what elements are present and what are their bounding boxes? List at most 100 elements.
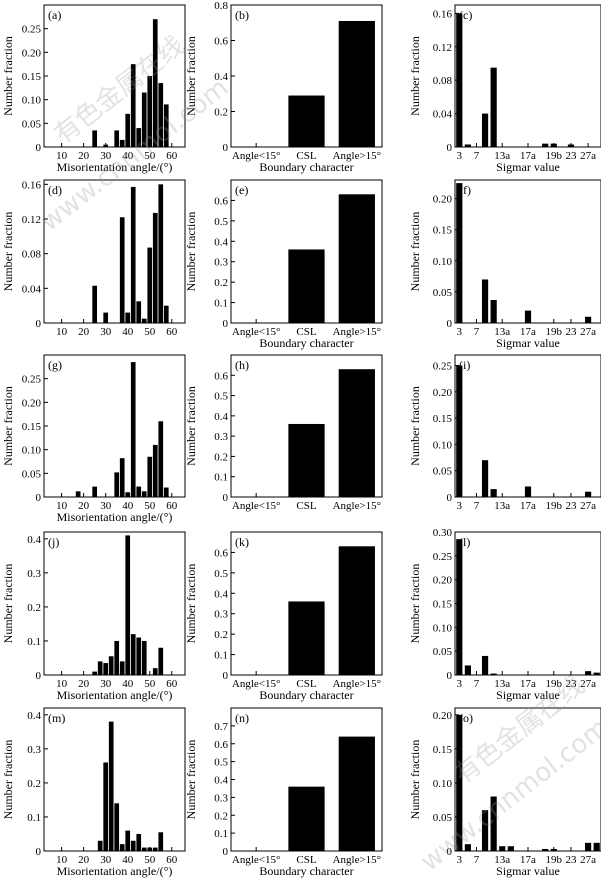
bar [114,472,120,497]
y-tick-label: 0.10 [433,778,453,790]
bar [338,20,375,148]
panel-label: (l) [459,535,470,549]
bar [158,832,164,851]
y-tick-label: 0.20 [22,397,42,409]
panel-label: (g) [48,358,62,372]
bar [456,714,463,851]
bar [456,539,463,675]
bar [141,640,147,675]
x-tick-label: 23 [565,854,577,866]
bar [288,95,325,147]
bar [92,285,98,323]
bar [141,318,147,323]
y-axis-label: Number fraction [184,212,198,292]
bar [136,833,142,851]
x-tick-label: CSL [296,854,316,866]
panel-label: (o) [459,711,473,725]
y-tick-label: 0 [36,846,42,858]
x-tick-label: 19b [546,150,563,162]
x-tick-label: 50 [144,678,156,690]
x-tick-label: 40 [122,326,134,338]
y-tick-label: 0.3 [214,431,228,443]
bar [490,67,497,147]
x-tick-label: 27a [580,500,596,512]
x-tick-label: 13a [494,678,510,690]
x-tick-label: 23 [565,678,577,690]
y-tick-label: 0.2 [214,107,228,119]
bar [130,634,136,675]
x-tick-label: 20 [78,326,90,338]
bar [108,656,114,675]
x-tick-label: Angle<15° [232,150,281,162]
y-tick-label: 0.20 [433,575,453,587]
y-axis-label: Number fraction [408,36,422,116]
x-tick-label: 27a [580,678,596,690]
bar [481,279,489,323]
panel-label: (j) [48,535,59,549]
panel-l [454,531,601,676]
x-tick-label: 20 [78,500,90,512]
y-tick-label: 0.05 [433,287,453,299]
y-tick-label: 0.10 [22,445,42,457]
y-tick-label: 0.6 [214,547,228,559]
bar [593,842,600,851]
y-tick-label: 0 [447,846,453,858]
bar [158,647,164,675]
bar [103,762,109,851]
bar [481,810,489,851]
bar [103,312,109,323]
bar [147,76,153,147]
panel-m [43,707,186,852]
y-tick-label: 0.5 [214,568,228,580]
panel-j [43,531,186,676]
x-tick-label: 60 [166,500,178,512]
y-tick-label: 0.05 [22,118,42,130]
y-tick-label: 0.30 [433,527,453,539]
x-tick-label: 10 [56,326,68,338]
y-tick-label: 0.5 [214,216,228,228]
x-tick-label: CSL [296,678,316,690]
panel-f [454,179,601,324]
x-axis-label: Boundary character [259,688,353,702]
x-axis-label: Misorientation angle/(°) [57,864,173,878]
y-tick-label: 0.2 [27,778,41,790]
x-tick-label: CSL [296,326,316,338]
panel-label: (e) [235,183,248,197]
x-tick-label: 13a [494,150,510,162]
x-tick-label: 19b [546,326,563,338]
x-tick-label: 7 [474,150,480,162]
x-tick-label: 17a [520,854,536,866]
x-tick-label: Angle<15° [232,326,281,338]
bar [119,217,125,323]
panel-i [454,354,601,498]
x-tick-label: 7 [474,500,480,512]
y-tick-label: 0 [36,670,42,682]
x-axis-label: Misorientation angle/(°) [57,510,173,524]
bar [136,128,142,147]
x-tick-label: 20 [78,150,90,162]
x-tick-label: 3 [457,854,463,866]
panel-h [230,354,383,498]
y-tick-label: 0 [223,846,229,858]
bar [585,842,592,851]
bar [593,672,600,675]
x-tick-label: 30 [100,150,112,162]
x-tick-label: 19b [546,854,563,866]
x-tick-label: 60 [166,150,178,162]
y-axis-label: Number fraction [1,386,15,466]
x-tick-label: 23 [565,326,577,338]
panel-b [230,4,383,148]
x-tick-label: 40 [122,150,134,162]
panel-label: (n) [235,711,249,725]
y-tick-label: 0.4 [214,236,228,248]
panel-k [230,531,383,676]
bar [288,786,325,851]
y-axis-label: Number fraction [408,564,422,644]
bar [524,310,532,323]
x-tick-label: Angle<15° [232,678,281,690]
y-tick-label: 0.6 [214,370,228,382]
bar [97,661,103,675]
x-tick-label: 40 [122,854,134,866]
y-tick-label: 0.05 [433,646,453,658]
